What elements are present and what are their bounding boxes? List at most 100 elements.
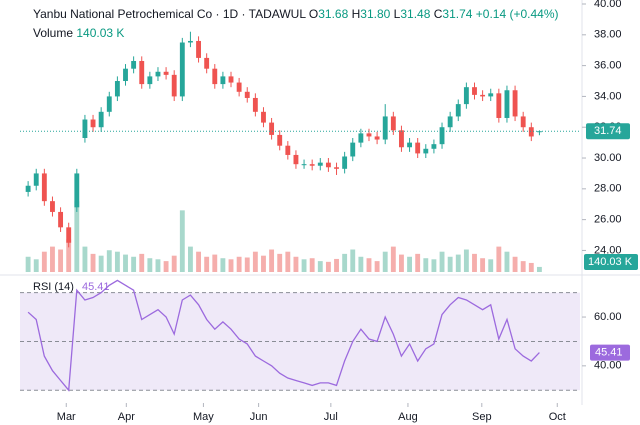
volume-bar — [407, 256, 412, 272]
candle-body — [374, 136, 380, 140]
volume-bar — [512, 256, 518, 272]
y-tick-label: 30.00 — [594, 152, 622, 164]
volume-bar — [147, 258, 153, 272]
last-price-label: 31.74 — [594, 125, 622, 137]
x-tick-label: May — [193, 411, 214, 423]
volume-bar — [188, 246, 193, 272]
ohlc-key: O — [308, 7, 319, 21]
candle-body — [139, 60, 145, 85]
volume-bar — [301, 259, 307, 272]
volume-bar — [431, 259, 437, 272]
volume-bar — [25, 256, 31, 272]
volume-bar — [220, 258, 226, 272]
candle-body — [358, 133, 364, 143]
candle-body — [220, 76, 226, 85]
volume-bar — [317, 261, 323, 272]
volume-bar — [390, 246, 396, 272]
candle-body — [123, 68, 128, 82]
volume-bar — [123, 254, 128, 272]
ohlc-value: 31.48 — [400, 7, 431, 21]
volume-bar — [252, 251, 258, 272]
candle-body — [244, 91, 250, 98]
volume-bar — [58, 249, 64, 272]
ohlc-value: 31.74 — [442, 7, 473, 21]
candle-body — [463, 87, 469, 105]
candle-body — [285, 145, 291, 155]
y-tick-label: 34.00 — [594, 90, 622, 102]
candle-body — [382, 116, 388, 140]
candle-body — [131, 60, 137, 69]
candle-body — [50, 201, 55, 212]
volume-bar — [350, 249, 356, 272]
change: +0.14 (+0.44%) — [475, 7, 559, 21]
volume-bar — [285, 251, 291, 272]
x-tick-label: Jul — [324, 411, 338, 423]
ohlc-key: L — [393, 7, 401, 21]
volume-bar — [415, 253, 421, 272]
candle-body — [455, 104, 461, 117]
y-tick-label: 38.00 — [594, 29, 622, 41]
volume-bar — [504, 251, 510, 272]
candle-body — [301, 164, 307, 166]
candle-body — [504, 90, 510, 118]
volume-bar — [325, 261, 331, 272]
candle-body — [155, 71, 161, 77]
volume-bar — [179, 210, 185, 272]
volume-bar — [423, 258, 429, 272]
volume-bar — [204, 256, 210, 272]
volume-bar — [196, 251, 201, 272]
candle-body — [33, 173, 39, 186]
last-price-tag — [586, 123, 630, 140]
candle-body — [334, 167, 339, 169]
volume-bar — [114, 251, 120, 272]
candle-body — [439, 127, 445, 145]
candle-body — [41, 173, 47, 202]
volume-bar — [342, 253, 348, 272]
volume-bar — [50, 246, 55, 272]
candle-body — [269, 122, 275, 135]
candle-body — [188, 40, 193, 43]
y-tick-label: 40.00 — [594, 0, 622, 10]
volume-bar — [334, 258, 339, 272]
candle-body — [147, 76, 153, 85]
volume-bar — [528, 262, 534, 272]
symbol-title: Yanbu National Petrochemical Co · 1D · T… — [33, 7, 306, 21]
volume-bar — [463, 249, 469, 272]
rsi-name: RSI (14) — [33, 281, 74, 293]
candle-body — [66, 227, 72, 243]
candle-body — [407, 142, 412, 148]
volume-bar — [480, 258, 486, 272]
candle-body — [472, 87, 477, 95]
volume-bar — [163, 261, 169, 272]
rsi-tag-label: 45.41 — [595, 347, 623, 359]
volume-bar — [455, 254, 461, 272]
candle-body — [228, 76, 234, 83]
y-tick-label: 28.00 — [594, 183, 622, 195]
candle-body — [106, 96, 112, 112]
candle-body — [90, 119, 96, 128]
volume-bar — [269, 249, 275, 272]
candle-body — [423, 148, 429, 154]
y-tick-label: 26.00 — [594, 214, 622, 226]
volume-bar — [212, 254, 218, 272]
volume-bar — [41, 251, 47, 272]
candle-body — [488, 93, 494, 97]
ohlc-key: C — [433, 7, 443, 21]
candle-body — [25, 185, 31, 192]
x-tick-label: Sep — [472, 411, 492, 423]
volume-bar — [98, 255, 104, 272]
volume-bar — [131, 256, 137, 272]
candle-body — [528, 127, 534, 137]
candle-body — [415, 142, 421, 154]
candle-body — [325, 162, 331, 168]
rsi-line — [27, 279, 540, 392]
candle-body — [309, 164, 315, 166]
rsi-tick-label: 40.00 — [594, 360, 622, 372]
x-tick-label: Mar — [57, 411, 76, 423]
volume-bar — [155, 259, 161, 272]
rsi-tick-label: 60.00 — [594, 311, 622, 323]
candle-body — [350, 142, 356, 157]
rsi-value: 45.41 — [82, 281, 110, 293]
candle-body — [496, 93, 502, 118]
volume-bar — [358, 256, 364, 272]
